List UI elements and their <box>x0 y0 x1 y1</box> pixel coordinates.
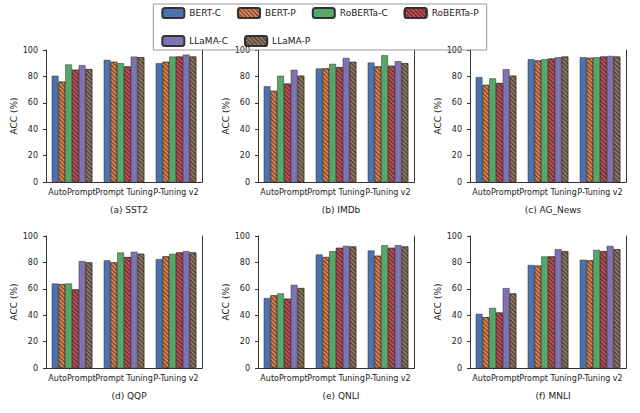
svg-text:0: 0 <box>245 178 250 187</box>
svg-text:0: 0 <box>245 364 250 373</box>
svg-text:Prompt Tuning: Prompt Tuning <box>95 374 152 383</box>
svg-text:40: 40 <box>28 311 38 320</box>
svg-text:80: 80 <box>28 258 38 267</box>
svg-text:(c) AG_News: (c) AG_News <box>525 205 582 215</box>
svg-text:Prompt Tuning: Prompt Tuning <box>519 374 576 383</box>
svg-text:0: 0 <box>33 178 38 187</box>
svg-text:Prompt Tuning: Prompt Tuning <box>307 188 364 197</box>
svg-text:20: 20 <box>452 337 462 346</box>
svg-text:20: 20 <box>240 151 250 160</box>
svg-text:0: 0 <box>457 364 462 373</box>
svg-text:AutoPrompt: AutoPrompt <box>260 188 307 197</box>
svg-text:Prompt Tuning: Prompt Tuning <box>519 188 576 197</box>
svg-text:P-Tuning v2: P-Tuning v2 <box>577 188 622 197</box>
svg-text:P-Tuning v2: P-Tuning v2 <box>153 374 198 383</box>
svg-text:AutoPrompt: AutoPrompt <box>48 374 95 383</box>
svg-text:(e) QNLI: (e) QNLI <box>323 391 360 401</box>
svg-text:100: 100 <box>23 46 38 55</box>
svg-text:P-Tuning v2: P-Tuning v2 <box>365 374 410 383</box>
svg-text:60: 60 <box>452 284 462 293</box>
svg-text:ACC (%): ACC (%) <box>221 97 231 134</box>
svg-text:100: 100 <box>23 232 38 241</box>
svg-text:100: 100 <box>447 232 462 241</box>
svg-text:60: 60 <box>28 98 38 107</box>
svg-text:0: 0 <box>457 178 462 187</box>
svg-text:40: 40 <box>452 311 462 320</box>
svg-text:40: 40 <box>452 125 462 134</box>
svg-text:AutoPrompt: AutoPrompt <box>260 374 307 383</box>
svg-text:0: 0 <box>33 364 38 373</box>
svg-text:AutoPrompt: AutoPrompt <box>472 374 519 383</box>
svg-text:RoBERTa-C: RoBERTa-C <box>340 8 388 18</box>
svg-text:40: 40 <box>240 311 250 320</box>
svg-text:P-Tuning v2: P-Tuning v2 <box>153 188 198 197</box>
svg-text:(d) QQP: (d) QQP <box>111 391 147 401</box>
svg-text:80: 80 <box>240 258 250 267</box>
svg-text:BERT-P: BERT-P <box>265 8 296 18</box>
svg-text:LLaMA-P: LLaMA-P <box>272 36 311 46</box>
svg-text:(b) IMDb: (b) IMDb <box>322 205 361 215</box>
svg-text:P-Tuning v2: P-Tuning v2 <box>577 374 622 383</box>
svg-text:(f) MNLI: (f) MNLI <box>535 391 570 401</box>
svg-text:ACC (%): ACC (%) <box>433 283 443 320</box>
svg-text:40: 40 <box>240 125 250 134</box>
svg-text:60: 60 <box>240 284 250 293</box>
svg-text:80: 80 <box>452 258 462 267</box>
svg-text:(a) SST2: (a) SST2 <box>110 205 148 215</box>
svg-text:LLaMA-C: LLaMA-C <box>189 36 228 46</box>
svg-text:20: 20 <box>28 151 38 160</box>
svg-text:ACC (%): ACC (%) <box>9 283 19 320</box>
svg-text:20: 20 <box>28 337 38 346</box>
svg-text:AutoPrompt: AutoPrompt <box>48 188 95 197</box>
svg-text:60: 60 <box>452 98 462 107</box>
svg-text:80: 80 <box>240 72 250 81</box>
svg-text:100: 100 <box>235 232 250 241</box>
svg-text:20: 20 <box>452 151 462 160</box>
svg-text:40: 40 <box>28 125 38 134</box>
svg-text:20: 20 <box>240 337 250 346</box>
svg-text:BERT-C: BERT-C <box>189 8 221 18</box>
svg-text:Prompt Tuning: Prompt Tuning <box>307 374 364 383</box>
svg-text:60: 60 <box>240 98 250 107</box>
svg-text:80: 80 <box>28 72 38 81</box>
svg-text:ACC (%): ACC (%) <box>433 97 443 134</box>
svg-text:80: 80 <box>452 72 462 81</box>
svg-text:RoBERTa-P: RoBERTa-P <box>432 8 480 18</box>
svg-text:Prompt Tuning: Prompt Tuning <box>95 188 152 197</box>
svg-text:ACC (%): ACC (%) <box>221 283 231 320</box>
svg-text:AutoPrompt: AutoPrompt <box>472 188 519 197</box>
svg-text:ACC (%): ACC (%) <box>9 97 19 134</box>
svg-text:60: 60 <box>28 284 38 293</box>
svg-text:P-Tuning v2: P-Tuning v2 <box>365 188 410 197</box>
